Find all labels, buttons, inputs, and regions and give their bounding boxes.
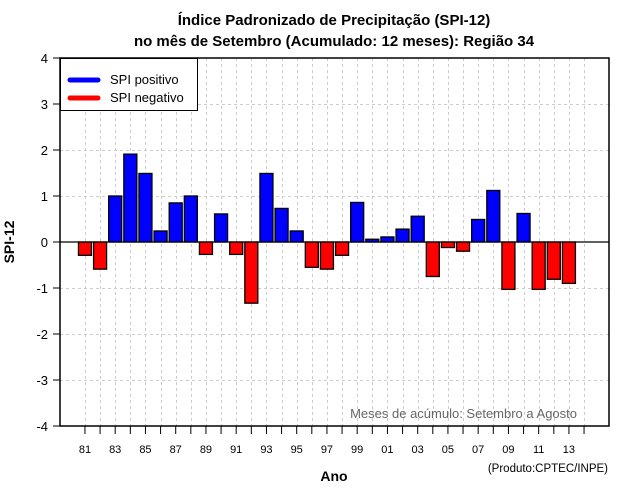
x-tick-label: 93 [260, 444, 272, 456]
chart-title-line-1: Índice Padronizado de Precipitação (SPI-… [178, 12, 491, 29]
bar-1986 [153, 230, 168, 243]
x-tick-label: 83 [109, 444, 121, 456]
bar-2007 [471, 218, 486, 243]
legend-label-negative: SPI negativo [110, 90, 184, 105]
bar-1995 [289, 230, 304, 243]
y-tick-label: 0 [41, 235, 48, 250]
x-tick-label: 97 [321, 444, 333, 456]
y-tick-label: 1 [41, 189, 48, 204]
bar-1998 [334, 241, 350, 256]
bar-1985 [138, 172, 153, 243]
x-axis-label: Ano [320, 468, 347, 484]
legend: SPI positivo SPI negativo [60, 58, 198, 111]
x-tick-label: 05 [442, 444, 454, 456]
bar-2011 [531, 241, 546, 291]
x-tick-label: 13 [563, 444, 575, 456]
bar-1983 [108, 195, 123, 243]
x-tick-label: 11 [533, 444, 544, 456]
bar-1997 [319, 241, 335, 270]
x-tick-label: 85 [139, 444, 151, 456]
bar-2006 [455, 241, 471, 252]
x-tick-label: 07 [472, 444, 484, 456]
bar-1991 [229, 241, 244, 256]
chart-title-line-2: no mês de Setembro (Acumulado: 12 meses)… [134, 33, 535, 50]
x-tick-label: 09 [502, 444, 514, 456]
bar-2005 [440, 241, 456, 249]
product-credit: (Produto:CPTEC/INPE) [488, 463, 608, 475]
y-tick-label: 3 [41, 97, 48, 112]
y-tick-label: 2 [41, 143, 48, 158]
bar-1999 [350, 201, 365, 243]
y-tick-label: -4 [36, 419, 48, 434]
bar-1982 [92, 241, 108, 270]
bar-2013 [561, 241, 577, 285]
y-tick-label: -3 [36, 373, 48, 388]
x-tick-label: 87 [170, 444, 182, 456]
bar-2008 [486, 189, 501, 243]
bar-1992 [244, 241, 259, 304]
bar-1987 [168, 202, 183, 243]
legend-label-positive: SPI positivo [110, 72, 179, 87]
y-tick-label: 4 [41, 51, 48, 66]
legend-box [60, 58, 198, 111]
y-axis-label: SPI-12 [1, 220, 17, 263]
y-tick-label: -1 [36, 281, 48, 296]
x-tick-label: 81 [79, 444, 91, 456]
x-tick-label: 91 [230, 444, 242, 456]
bar-2002 [395, 228, 410, 243]
bar-2010 [516, 212, 531, 243]
bar-2009 [501, 241, 516, 291]
bar-1988 [183, 195, 198, 243]
y-tick-label: -2 [36, 327, 48, 342]
x-tick-label: 99 [351, 444, 363, 456]
bar-1981 [77, 241, 93, 256]
bar-2012 [546, 241, 561, 280]
bar-1993 [259, 172, 274, 243]
bar-2004 [425, 241, 440, 278]
bar-1990 [213, 213, 229, 243]
bar-1984 [123, 153, 138, 243]
bar-1989 [198, 241, 214, 256]
bar-1994 [274, 207, 289, 243]
bar-2001 [380, 236, 395, 243]
bar-1996 [304, 241, 319, 268]
accumulation-annotation: Meses de acúmulo: Setembro a Agosto [350, 406, 577, 421]
x-tick-label: 89 [200, 444, 212, 456]
bars [77, 153, 577, 304]
x-tick-label: 03 [412, 444, 424, 456]
x-tick-label: 95 [291, 444, 303, 456]
bar-2003 [410, 215, 425, 243]
grid [60, 58, 609, 426]
x-tick-label: 01 [381, 444, 393, 456]
